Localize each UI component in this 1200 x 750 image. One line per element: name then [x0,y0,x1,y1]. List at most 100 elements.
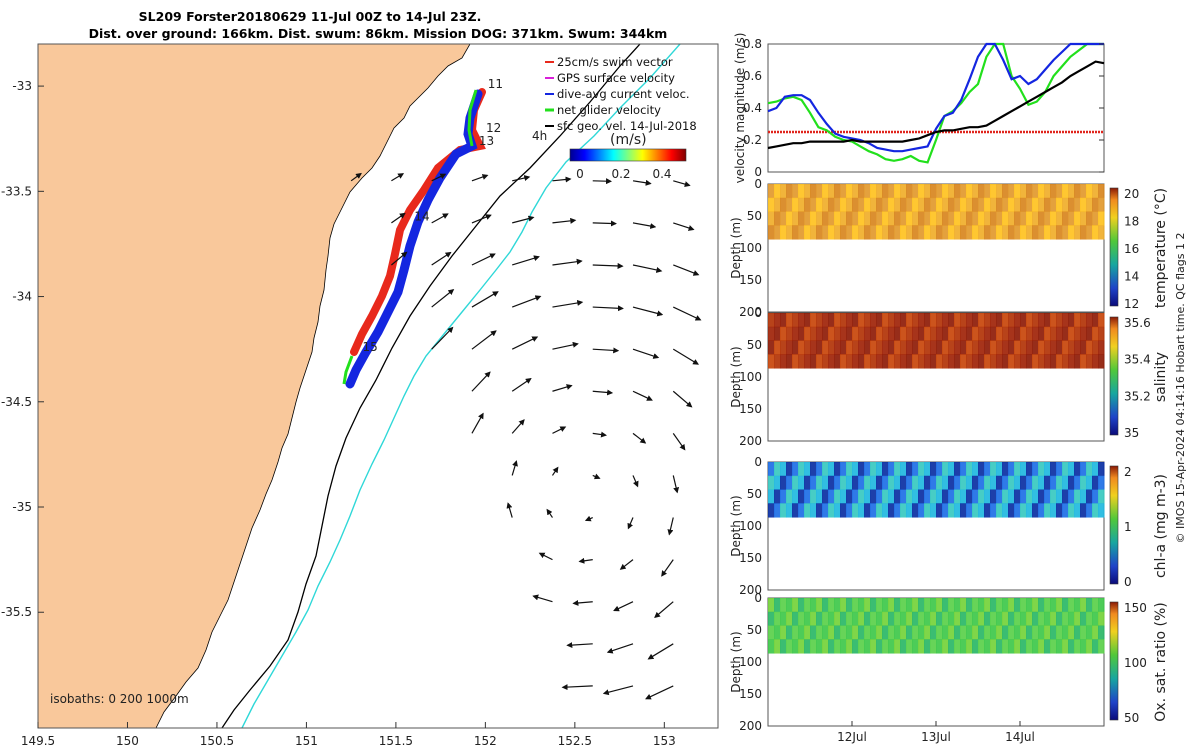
section-cell [858,611,865,627]
section-cell [960,598,967,613]
section-cell [858,598,865,613]
section-cell [900,462,907,477]
section-cell [846,462,853,477]
section-colorbar [1109,316,1119,436]
section-cell [900,225,907,240]
section-cell [1098,340,1105,355]
section-cell [882,598,889,613]
section-cell [768,611,775,627]
section-cell [846,639,853,654]
velocity-arrow [592,347,620,354]
section-cell [1086,639,1093,654]
section-cell [1062,639,1069,654]
section-cell [768,462,775,477]
section-cell [1086,611,1093,627]
velocity-arrow [350,172,362,182]
section-cell [786,475,793,491]
section-cell [996,211,1003,226]
section-cell [966,184,973,199]
section-cell [1056,625,1063,640]
section-cell [1062,211,1069,226]
section-cell [888,639,895,654]
speed-colorbar [569,148,687,162]
section-cell [774,225,781,240]
section-cell [852,184,859,199]
section-cell [894,184,901,199]
section-cell [1068,489,1075,504]
section-cell [1074,503,1081,518]
section-cell [1032,625,1039,640]
section-cell [786,313,793,328]
section-cell [1092,326,1099,342]
section-cell [1098,503,1105,518]
section-cell [852,503,859,518]
section-cell [900,340,907,355]
section-cell [1092,225,1099,240]
section-ylabel: Depth (m) [729,346,743,407]
section-cell [1080,503,1087,518]
section-cell [786,326,793,342]
section-colorbar [1109,601,1119,721]
velocity-arrow [592,220,617,227]
section-cell [798,625,805,640]
section-cell [864,313,871,328]
section-cell [852,598,859,613]
colorbar-tick-label: 14 [1124,270,1139,284]
section-cell [930,197,937,213]
section-cell [1038,639,1045,654]
section-cell [1032,354,1039,369]
section-cell [858,340,865,355]
section-cell [840,503,847,518]
section-cell [996,625,1003,640]
section-cell [828,475,835,491]
section-cell [858,462,865,477]
section-cell [984,197,991,213]
section-cell [1002,211,1009,226]
section-cell [1080,184,1087,199]
section-cell [834,225,841,240]
section-cell [864,354,871,369]
section-cell [1038,503,1045,518]
section-cell [960,225,967,240]
section-cell [954,184,961,199]
section-cell [1014,489,1021,504]
velocity-arrow [672,475,680,494]
velocity-arrow [673,180,691,187]
section-cell [942,313,949,328]
section-cell [810,598,817,613]
section-cell [840,184,847,199]
section-cell [966,197,973,213]
section-cell [1068,611,1075,627]
section-cell [1020,211,1027,226]
section-cell [798,475,805,491]
section-cell [852,462,859,477]
section-cell [1038,462,1045,477]
map-ytick-label: -35 [12,500,32,514]
section-cell [1074,225,1081,240]
section-cell [1026,503,1033,518]
section-cell [1062,489,1069,504]
section-cell [882,489,889,504]
colorbar-tick-label: 35.6 [1124,316,1151,330]
velocity-arrow [578,557,593,564]
section-cell [906,503,913,518]
section-cell [918,625,925,640]
section-cell [774,611,781,627]
section-cell [774,184,781,199]
section-cell [876,197,883,213]
section-cell [894,197,901,213]
section-cell [816,326,823,342]
section-cell [1020,225,1027,240]
section-cell [1014,225,1021,240]
section-cell [942,489,949,504]
section-cell [840,340,847,355]
section-cell [846,184,853,199]
map-ytick-label: -34 [12,290,32,304]
section-cell [870,197,877,213]
section-cell [1020,354,1027,369]
velocity-series-net [767,42,1104,164]
section-cell [810,354,817,369]
section-cell [858,625,865,640]
section-cell [990,211,997,226]
section-cell [1092,462,1099,477]
